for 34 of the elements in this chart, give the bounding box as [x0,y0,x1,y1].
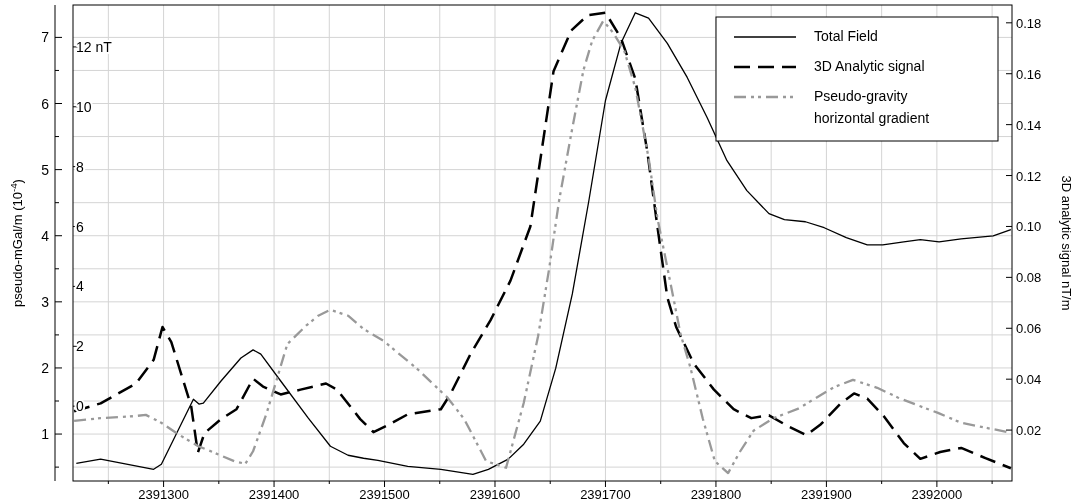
y2-tick-label: 0.14 [1016,117,1042,133]
y2-tick-label: 0.08 [1016,270,1042,286]
y2-tick-label: 0.12 [1016,168,1042,184]
y-tick-label: 7 [41,29,50,46]
x-tick-label: 2391500 [359,487,410,502]
legend-label: Pseudo-gravity horizontal gradient [814,88,930,126]
y3-tick-label: 8 [76,158,84,175]
x-tick-label: 2391900 [801,487,852,502]
y2-tick-label: 0.10 [1016,219,1042,235]
y-tick-label: 5 [41,161,50,178]
y2-tick-label: 0.18 [1016,15,1042,31]
legend-label: 3D Analytic signal [814,58,925,74]
y-tick-label: 1 [41,426,50,443]
x-tick-label: 2391300 [138,487,189,502]
y3-tick-label: 2 [76,338,84,355]
y3-tick-label: 10 [76,98,92,115]
y2-tick-label: 0.02 [1016,423,1042,439]
y-tick-label: 6 [41,95,50,112]
y-tick-label: 4 [41,227,50,244]
y3-tick-label: 6 [76,218,84,235]
y2-axis-title: 3D analytic signal nT/m [1059,175,1074,311]
y2-tick-label: 0.04 [1016,372,1042,388]
x-tick-label: 2392000 [911,487,963,502]
x-tick-label: 2391400 [248,487,300,502]
legend-label: Total Field [814,28,878,44]
y-tick-label: 3 [41,293,50,310]
y2-tick-label: 0.16 [1016,66,1042,82]
y-tick-label: 2 [41,359,50,376]
x-tick-label: 2391800 [690,487,742,502]
y3-tick-label: 12 nT [76,38,113,55]
y2-tick-label: 0.06 [1016,321,1042,337]
y3-tick-label: 4 [76,278,84,295]
x-tick-label: 2391700 [580,487,631,502]
x-tick-label: 2391600 [469,487,521,502]
